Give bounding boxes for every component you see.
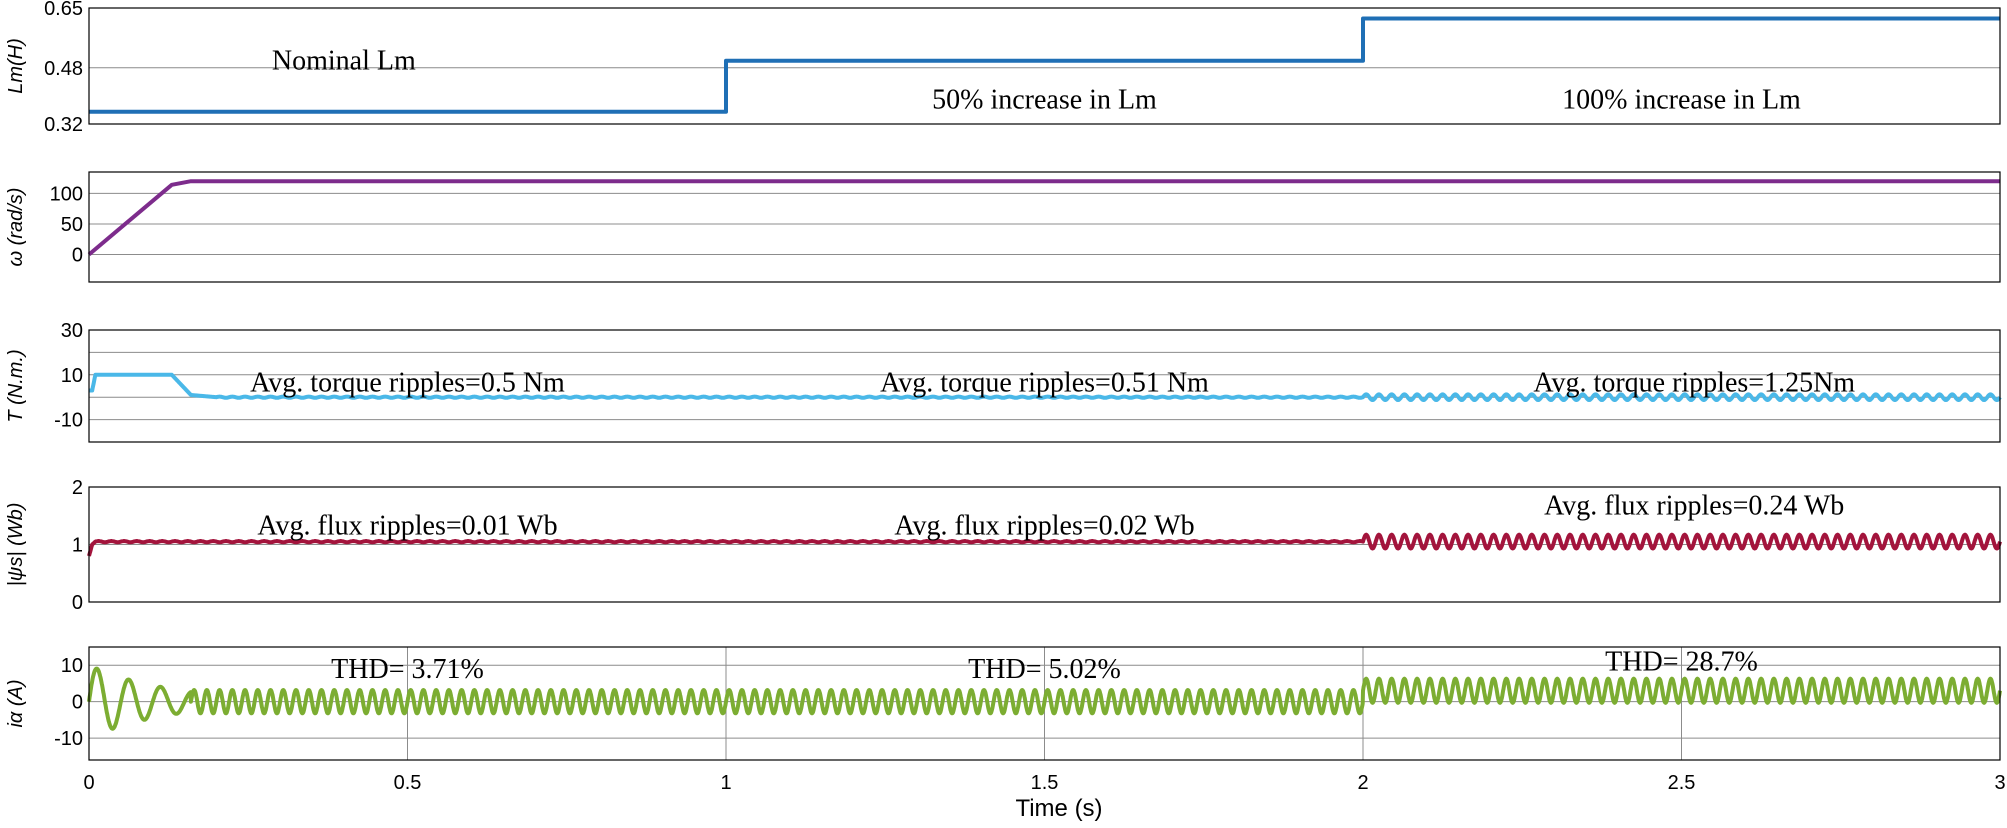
x-tick-label: 0.5	[394, 772, 422, 794]
subplot-lm: 0.65 0.48 0.32 Lm(H) Nominal Lm 50% increase …	[5, 0, 2001, 136]
y-axis-label: Lm(H)	[5, 38, 27, 94]
y-tick-label: 0	[72, 245, 83, 267]
subplots: 0.65 0.48 0.32 Lm(H) Nominal Lm 50% increase …	[5, 0, 2006, 794]
annotation: THD= 3.71%	[331, 654, 484, 685]
y-tick-label: 50	[61, 214, 83, 236]
y-tick-label: 10	[61, 655, 83, 677]
y-axis-label: ω (rad/s)	[5, 188, 27, 267]
series-line-torque	[87, 372, 2002, 402]
y-tick-label: 10	[61, 365, 83, 387]
y-tick-label: 0	[72, 692, 83, 714]
subplot-current: 10 0 -10 iα (A) THD= 3.71% THD= 5.02% THD= 28.…	[5, 646, 2002, 761]
y-tick-label: 30	[61, 320, 83, 342]
annotation: THD= 28.7%	[1605, 647, 1758, 678]
series-line-current	[87, 666, 2002, 731]
annotation: 100% increase in Lm	[1562, 84, 1801, 115]
annotation: Avg. flux ripples=0.24 Wb	[1544, 490, 1844, 521]
annotation: Avg. flux ripples=0.02 Wb	[894, 511, 1194, 542]
annotation: 50% increase in Lm	[932, 84, 1157, 115]
annotation: Avg. torque ripples=0.5 Nm	[250, 368, 565, 399]
y-tick-label: 100	[50, 183, 83, 205]
subplot-torque: 30 10 -10 T (N.m.) Avg. torque ripples=0.5 N…	[5, 320, 2002, 443]
y-axis-label: |ψs| (Wb)	[5, 503, 27, 587]
subplot-flux: 2 1 0 |ψs| (Wb) Avg. flux ripples=0.01 Wb Avg…	[5, 477, 2002, 614]
y-axis-label: iα (A)	[5, 679, 27, 727]
x-axis: 0 0.5 1 1.5 2 2.5 3	[83, 772, 2005, 794]
x-tick-label: 3	[1994, 772, 2005, 794]
x-tick-label: 0	[83, 772, 94, 794]
axes-box	[88, 329, 2001, 443]
y-tick-label: 1	[72, 535, 83, 557]
y-tick-label: 0.48	[44, 58, 83, 80]
axes-box	[88, 171, 2001, 283]
subplot-speed: 100 50 0 ω (rad/s)	[5, 171, 2001, 283]
y-axis-label: T (N.m.)	[5, 349, 27, 422]
y-tick-label: 0.32	[44, 114, 83, 136]
annotation: Nominal Lm	[272, 46, 416, 77]
x-tick-label: 2	[1357, 772, 1368, 794]
y-tick-label: 0.65	[44, 0, 83, 20]
series-line-speed	[87, 179, 2000, 257]
x-tick-label: 1.5	[1031, 772, 1059, 794]
y-tick-label: 0	[72, 592, 83, 614]
y-tick-label: 2	[72, 477, 83, 499]
annotation: Avg. torque ripples=0.51 Nm	[880, 368, 1209, 399]
axes-box	[88, 646, 2001, 761]
x-axis-label: Time (s)	[1015, 795, 1102, 822]
annotation: Avg. torque ripples=1.25Nm	[1533, 368, 1855, 399]
axes-box	[88, 486, 2001, 603]
annotation: Avg. flux ripples=0.01 Wb	[257, 511, 557, 542]
annotation: THD= 5.02%	[968, 654, 1121, 685]
series-line-flux	[87, 532, 2002, 557]
y-tick-label: -10	[54, 728, 83, 750]
x-tick-label: 1	[720, 772, 731, 794]
axes-box	[88, 7, 2001, 125]
y-tick-label: -10	[54, 410, 83, 432]
series-line-lm	[89, 16, 2000, 114]
x-tick-label: 2.5	[1668, 772, 1696, 794]
